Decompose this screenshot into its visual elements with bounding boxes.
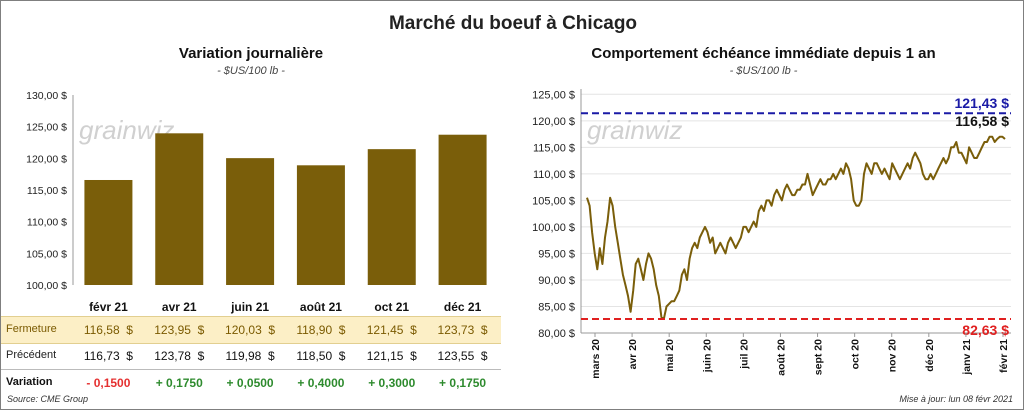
y-tick-label: 85,00 $ (538, 301, 575, 313)
table-cell: + 0,4000 (297, 376, 345, 390)
y-tick-label: 115,00 $ (533, 142, 575, 154)
y-tick-label: 120,00 $ (532, 116, 575, 128)
table-cell: 116,73 $ (83, 349, 133, 363)
variation-row: Variation - 0,1500 + 0,1750 + 0,0500 + 0,400… (1, 370, 501, 396)
x-tick-label: oct 20 (850, 339, 862, 370)
update-note: Mise à jour: lun 08 févr 2021 (899, 394, 1013, 404)
table-cell: - 0,1500 (86, 376, 131, 390)
bar (84, 179, 133, 285)
close-row: Fermeture 116,58 $ 123,95 $ 120,03 $ 118,90 … (1, 316, 501, 344)
y-tick-label: 130,00 $ (26, 90, 67, 102)
grainwiz-watermark: grainwiz (587, 115, 682, 145)
bar (155, 133, 204, 285)
left-chart-subtitle: - $US/100 lb - (217, 65, 285, 77)
x-tick-label: juin 20 (701, 339, 713, 373)
min-label: 82,63 $ (962, 322, 1009, 338)
table-cell: 121,45 $ (366, 323, 417, 337)
table-cell: + 0,0500 (226, 376, 274, 390)
y-tick-label: 125,00 $ (26, 122, 67, 134)
table-cell: 116,58 $ (83, 323, 133, 337)
y-tick-label: 105,00 $ (532, 195, 575, 207)
x-tick-label: déc 21 (444, 300, 482, 314)
y-tick-label: 100,00 $ (532, 222, 575, 234)
y-tick-label: 95,00 $ (538, 248, 575, 260)
x-tick-label: nov 20 (887, 339, 899, 372)
x-tick-label: sept 20 (813, 339, 825, 375)
x-tick-label: févr 21 (998, 339, 1010, 373)
x-tick-label: févr 21 (89, 300, 128, 314)
y-tick-label: 100,00 $ (26, 280, 67, 292)
table-cell: 123,95 $ (154, 323, 205, 337)
table-cell: 123,55 $ (437, 349, 488, 363)
table-cell: + 0,1750 (155, 376, 203, 390)
x-tick-label: avr 20 (627, 339, 639, 370)
left-chart-title: Variation journalière (178, 45, 324, 62)
table-cell: 123,78 $ (154, 349, 205, 363)
y-tick-label: 80,00 $ (538, 328, 575, 340)
x-tick-label: août 20 (775, 339, 787, 376)
y-tick-label: 120,00 $ (26, 153, 67, 165)
bar (226, 158, 275, 285)
table-cell: 118,50 $ (296, 349, 346, 363)
main-title: Marché du boeuf à Chicago (388, 13, 638, 34)
table-cell: + 0,3000 (368, 376, 416, 390)
row-label: Fermeture (6, 323, 57, 335)
table-cell: 123,73 $ (437, 323, 488, 337)
bar (438, 134, 487, 285)
price-line (586, 135, 1006, 320)
bar-chart: 100,00 $ 105,00 $ 110,00 $ 115,00 $ 120,00 $… (26, 90, 487, 314)
y-tick-label: 125,00 $ (532, 89, 575, 101)
x-tick-label: mars 20 (590, 339, 602, 379)
x-tick-label: déc 20 (924, 339, 936, 372)
y-tick-label: 115,00 $ (27, 185, 67, 197)
y-tick-label: 110,00 $ (533, 169, 575, 181)
right-chart-title: Comportement échéance immédiate depuis 1… (591, 45, 936, 62)
x-tick-label: janv 21 (961, 339, 973, 376)
x-tick-label: mai 20 (664, 339, 676, 372)
table-cell: 121,15 $ (366, 349, 417, 363)
last-value-label: 116,58 $ (955, 113, 1009, 129)
x-tick-label: oct 21 (374, 300, 409, 314)
table-cell: 119,98 $ (225, 349, 275, 363)
row-label: Précédent (6, 349, 57, 361)
bar (296, 165, 345, 285)
x-tick-label: avr 21 (162, 300, 197, 314)
line-chart: 80,00 $ 85,00 $ 90,00 $ 95,00 $ 100,00 $ 105,… (532, 89, 1011, 379)
table-cell: + 0,1750 (439, 376, 487, 390)
bar (367, 149, 416, 285)
y-tick-label: 110,00 $ (27, 217, 67, 229)
table-cell: 118,90 $ (296, 323, 346, 337)
y-tick-label: 105,00 $ (26, 248, 67, 260)
source-note: Source: CME Group (7, 394, 89, 404)
max-label: 121,43 $ (955, 95, 1010, 111)
x-tick-label: juil 20 (738, 339, 750, 370)
x-tick-label: juin 21 (230, 300, 269, 314)
table-cell: 120,03 $ (225, 323, 276, 337)
x-tick-label: août 21 (300, 300, 342, 314)
row-label: Variation (6, 376, 53, 388)
y-tick-label: 90,00 $ (538, 275, 575, 287)
right-chart-subtitle: - $US/100 lb - (729, 65, 798, 77)
previous-row: Précédent 116,73 $ 123,78 $ 119,98 $ 118,50 … (1, 343, 501, 370)
